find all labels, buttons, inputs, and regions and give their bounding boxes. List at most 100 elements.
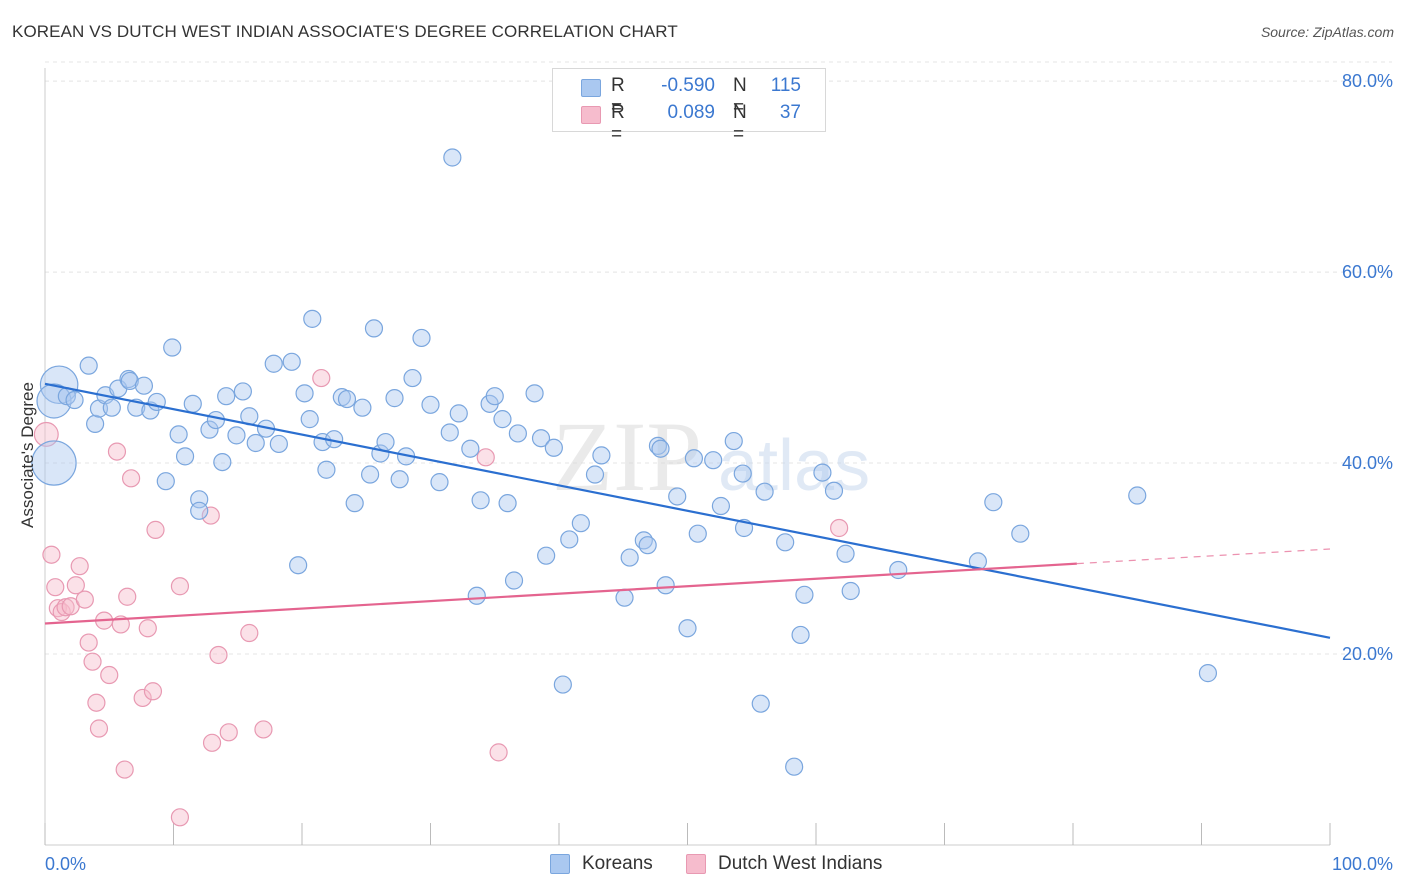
data-point: [282, 352, 301, 371]
data-point: [385, 389, 404, 408]
r-label: R =: [611, 102, 625, 145]
data-point: [656, 576, 675, 595]
dutch-trend-line: [44, 562, 1077, 625]
data-point: [704, 451, 723, 470]
data-point: [254, 720, 273, 739]
data-point: [303, 309, 322, 328]
data-point: [121, 469, 141, 488]
data-point: [295, 384, 314, 403]
stats-legend: R = -0.590 N = 115 R = 0.089 N = 37: [552, 68, 826, 145]
data-point: [364, 319, 384, 338]
data-point: [648, 436, 668, 455]
data-point: [651, 439, 670, 458]
data-point: [678, 619, 697, 638]
data-point: [1011, 524, 1030, 543]
data-point: [202, 733, 222, 752]
data-point: [485, 387, 504, 406]
data-point: [300, 410, 319, 429]
y-tick-label: 20.0%: [1342, 644, 1393, 664]
y-axis-title: Associate's Degree: [18, 382, 37, 528]
data-point: [175, 447, 195, 466]
tick-labels: 20.0% 40.0% 60.0% 80.0% 0.0% 100.0%: [45, 71, 1393, 874]
data-point: [217, 387, 236, 406]
data-point: [836, 544, 855, 563]
data-point: [66, 576, 85, 595]
data-point: [471, 491, 490, 510]
data-point: [337, 389, 357, 409]
data-point: [65, 390, 84, 410]
data-point: [688, 524, 707, 543]
data-point: [493, 410, 512, 429]
data-point: [83, 652, 102, 671]
data-point: [156, 472, 175, 491]
data-point: [421, 395, 440, 414]
dutch-swatch: [581, 106, 601, 124]
data-point: [733, 464, 752, 483]
data-point: [449, 404, 468, 423]
data-point: [246, 433, 265, 453]
data-point: [508, 424, 527, 443]
data-point: [118, 587, 137, 606]
y-tick-label: 60.0%: [1342, 262, 1393, 282]
data-point: [376, 432, 395, 452]
data-point: [146, 520, 165, 539]
data-point: [107, 442, 127, 461]
data-point: [504, 571, 524, 590]
data-point: [200, 420, 219, 439]
trend-lines: [44, 382, 1331, 639]
n-label: N =: [733, 75, 747, 118]
data-point: [89, 719, 109, 738]
data-point: [724, 431, 743, 451]
data-point: [289, 556, 308, 575]
data-point: [190, 501, 209, 520]
r-value: 0.089: [667, 102, 715, 123]
data-point: [115, 760, 134, 779]
r-label: R =: [611, 75, 625, 118]
data-point: [824, 481, 844, 500]
data-point: [100, 665, 119, 685]
data-point: [776, 533, 795, 552]
data-point: [403, 368, 422, 388]
data-point: [830, 518, 849, 538]
data-point: [75, 590, 94, 609]
data-point: [560, 530, 579, 549]
n-value: 37: [779, 102, 801, 123]
legend-label: Dutch West Indians: [718, 853, 883, 874]
data-point: [206, 410, 226, 430]
axes: [44, 68, 1331, 846]
dutch-swatch: [686, 854, 706, 874]
grid-lines: [45, 61, 1392, 655]
data-point: [33, 421, 59, 447]
data-point: [353, 398, 372, 417]
data-point: [795, 585, 814, 604]
y-tick-label: 40.0%: [1342, 453, 1393, 473]
data-point: [638, 536, 657, 555]
r-value: -0.590: [661, 75, 715, 96]
data-point: [79, 356, 98, 375]
data-point: [345, 494, 364, 513]
korean-points: [31, 148, 1218, 776]
data-point: [240, 623, 259, 643]
data-point: [476, 448, 495, 467]
data-point: [86, 414, 105, 433]
data-point: [1128, 486, 1147, 505]
data-point: [163, 338, 182, 357]
data-point: [443, 148, 462, 167]
data-point: [42, 545, 61, 564]
data-point: [498, 494, 517, 513]
data-point: [361, 465, 380, 484]
data-point: [592, 446, 611, 465]
data-point: [169, 425, 188, 444]
data-point: [120, 371, 139, 391]
data-point: [170, 577, 190, 596]
data-point: [219, 723, 238, 742]
data-point: [209, 645, 228, 665]
data-point: [440, 423, 459, 442]
data-point: [553, 675, 572, 694]
data-point: [544, 438, 563, 457]
dutch-trend-extension: [1076, 548, 1331, 565]
data-point: [1198, 664, 1218, 683]
data-point: [201, 506, 220, 525]
data-point: [134, 376, 154, 395]
data-point: [390, 470, 409, 489]
